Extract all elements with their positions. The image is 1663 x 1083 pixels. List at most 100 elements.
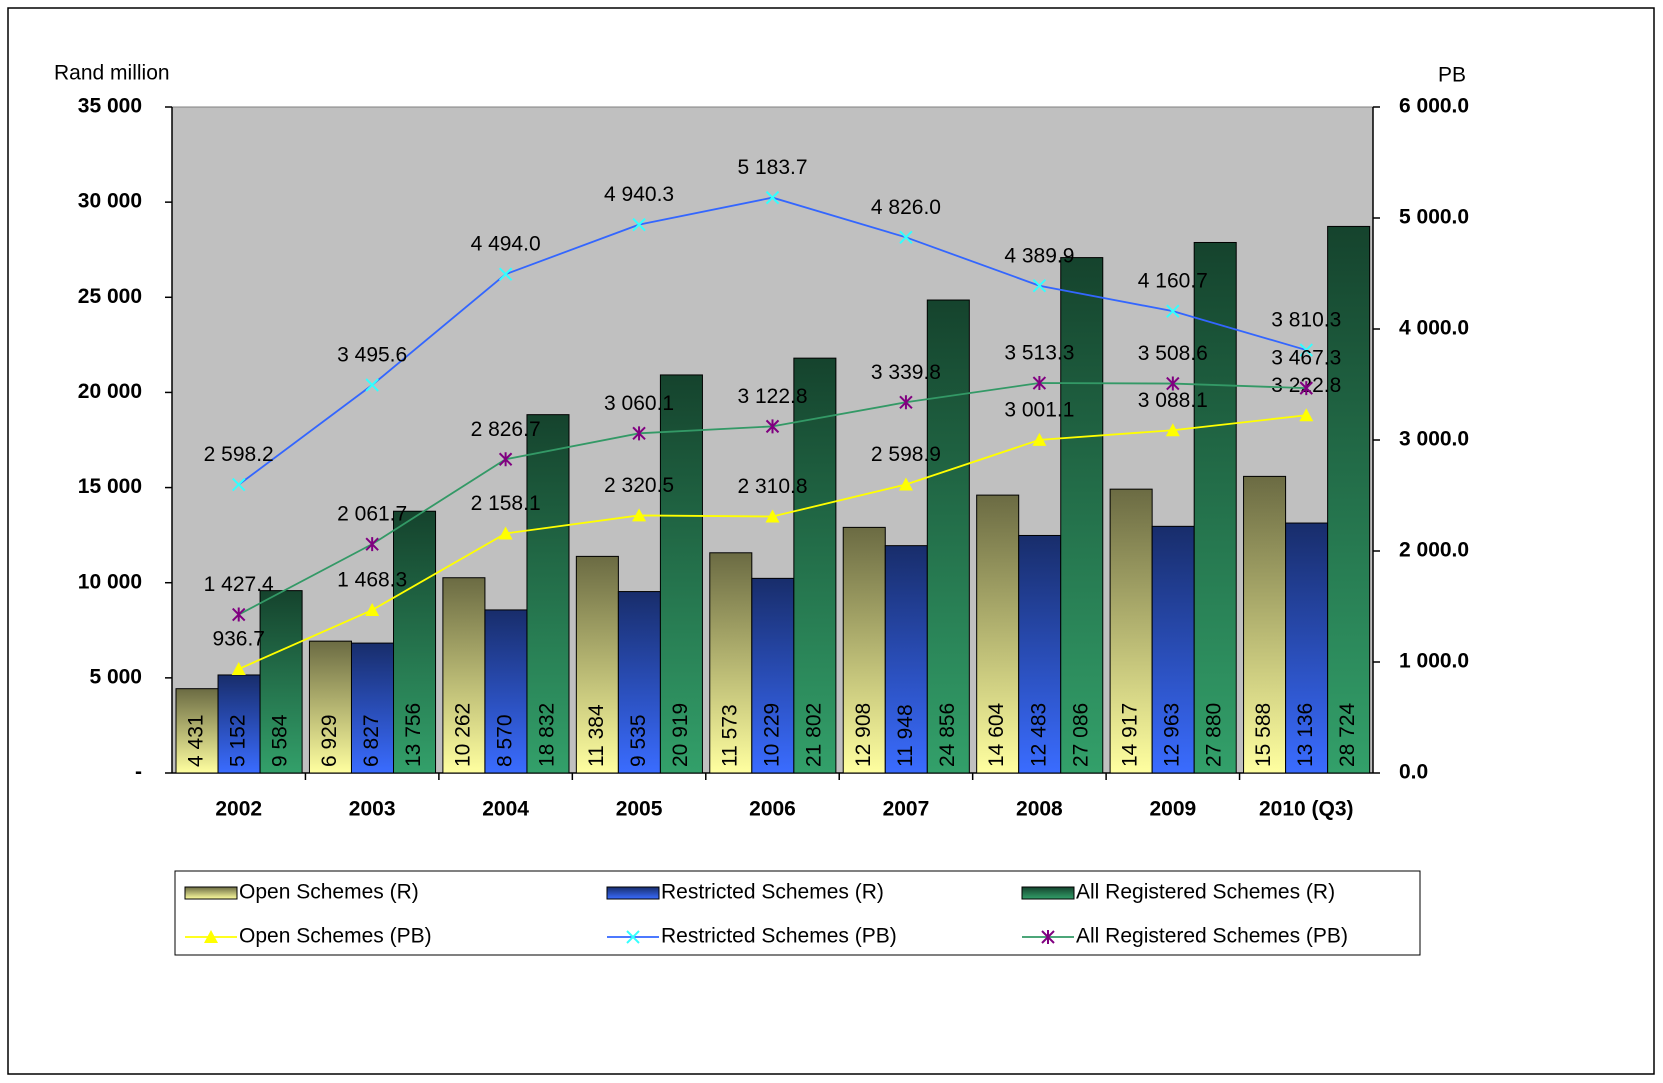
line-value-label: 3 088.1 (1138, 389, 1208, 412)
marker (232, 607, 246, 622)
y2-tick-label: 0.0 (1399, 761, 1428, 784)
bar (751, 577, 795, 774)
marker-shape (498, 452, 513, 467)
bar (217, 674, 261, 774)
bar-value-label: 11 573 (718, 704, 741, 767)
line-value-label: 4 826.0 (871, 196, 941, 219)
y2-tick-label: 1 000.0 (1399, 650, 1469, 673)
line-value-label: 4 160.7 (1138, 270, 1208, 293)
line-value-label: 2 320.5 (604, 474, 674, 497)
bar-value-label: 11 384 (585, 704, 608, 767)
marker (1299, 408, 1314, 422)
x-tick-label: 2006 (749, 798, 796, 821)
marker (899, 230, 913, 245)
line-value-label: 4 389.9 (1004, 244, 1074, 267)
marker (1166, 304, 1180, 318)
marker (365, 603, 380, 617)
marker (498, 452, 513, 467)
marker-shape (1032, 279, 1047, 293)
x-tick-label: 2002 (215, 798, 262, 821)
marker-shape (1041, 930, 1055, 944)
bar (350, 642, 395, 774)
marker (632, 217, 646, 232)
bar (1285, 522, 1329, 774)
x-tick-label: 2004 (482, 798, 529, 821)
bar-value-label: 10 229 (760, 703, 783, 767)
y2-tick-label: 5 000.0 (1399, 206, 1469, 229)
y-tick-label: 15 000 (78, 475, 142, 498)
marker (632, 426, 646, 441)
bar-value-label: 20 919 (669, 703, 692, 767)
marker-shape (1299, 381, 1313, 396)
line-value-label: 2 598.9 (871, 443, 941, 466)
marker (765, 509, 780, 523)
marker (1032, 432, 1047, 446)
marker-shape (899, 395, 913, 410)
bar (617, 591, 661, 774)
marker-shape (232, 607, 246, 622)
marker-shape (898, 477, 913, 491)
legend-label: Restricted Schemes (R) (661, 881, 884, 904)
marker (1166, 376, 1180, 391)
bar-value-label: 6 827 (360, 714, 383, 767)
y-tick-label: 25 000 (78, 285, 142, 308)
bar-value-label: 12 963 (1161, 703, 1184, 767)
y2-tick-label: 3 000.0 (1399, 428, 1469, 451)
marker (365, 378, 379, 392)
bar (526, 414, 570, 774)
legend-label: All Registered Schemes (PB) (1076, 925, 1348, 948)
marker-shape (365, 603, 380, 617)
marker (1032, 279, 1047, 293)
line-value-label: 3 513.3 (1004, 342, 1074, 365)
line-value-label: 3 122.8 (737, 385, 807, 408)
bar-value-label: 12 908 (852, 703, 875, 767)
marker-shape (632, 217, 646, 232)
bar-value-label: 11 948 (894, 704, 917, 767)
marker (1299, 343, 1313, 357)
legend-swatch (184, 886, 238, 900)
bar (1060, 257, 1104, 774)
bar-value-label: 5 152 (227, 714, 250, 767)
bar-value-label: 27 086 (1069, 703, 1092, 767)
y-tick-label: 10 000 (78, 570, 142, 593)
y2-tick-label: 6 000.0 (1399, 95, 1469, 118)
legend (174, 870, 1421, 956)
bar (575, 555, 619, 774)
marker-shape (1299, 408, 1314, 422)
y-axis-label: Rand million (54, 62, 170, 85)
marker-shape (498, 526, 513, 540)
line-value-label: 3 339.8 (871, 361, 941, 384)
y2-tick-label: 2 000.0 (1399, 539, 1469, 562)
bar (709, 552, 753, 774)
marker (898, 477, 913, 491)
line-value-label: 2 158.1 (471, 492, 541, 515)
line-value-label: 4 494.0 (471, 233, 541, 256)
legend-swatch (606, 886, 660, 900)
marker-shape (498, 267, 513, 281)
bar (259, 590, 303, 774)
marker-shape (1032, 432, 1047, 446)
marker-shape (1032, 376, 1047, 391)
bar (442, 577, 486, 774)
bar-value-label: 14 604 (985, 702, 1008, 767)
marker (231, 662, 246, 676)
y-tick-label: 35 000 (78, 95, 142, 118)
bar-value-label: 13 756 (402, 703, 425, 767)
bar-value-label: 8 570 (493, 714, 516, 767)
y-tick-label: 20 000 (78, 380, 142, 403)
bar (1243, 475, 1287, 774)
line-value-label: 3 495.6 (337, 344, 407, 367)
line-value-label: 2 061.7 (337, 503, 407, 526)
marker (232, 477, 246, 492)
bar (484, 609, 528, 774)
marker (365, 537, 379, 552)
y2-axis-label: PB (1438, 64, 1466, 87)
line-value-label: 3 508.6 (1138, 342, 1208, 365)
bar (926, 299, 970, 774)
marker (1032, 376, 1047, 391)
x-tick-label: 2003 (349, 798, 396, 821)
x-tick-label: 2005 (616, 798, 663, 821)
marker (765, 419, 780, 434)
bar-value-label: 6 929 (318, 714, 341, 767)
bar-value-label: 9 535 (627, 714, 650, 767)
